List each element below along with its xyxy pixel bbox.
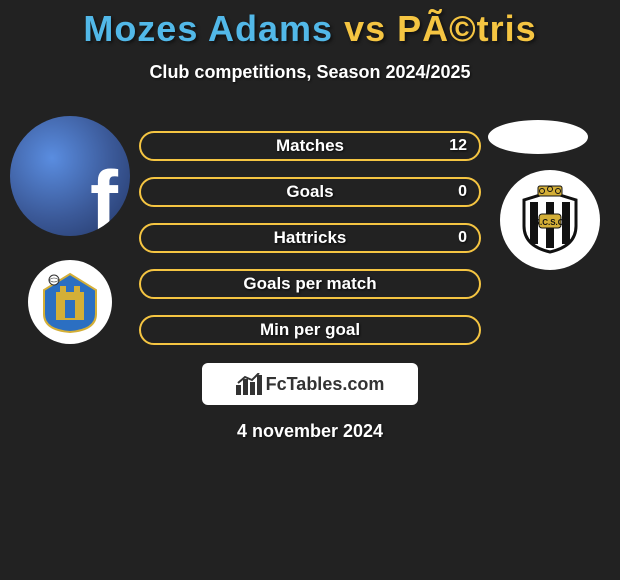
stat-row-matches: Matches 12 [139, 131, 481, 161]
stat-value-right: 0 [458, 183, 467, 201]
club-crest-right: R.C.S.C. [500, 170, 600, 270]
title-player1: Mozes Adams [83, 8, 333, 49]
subtitle: Club competitions, Season 2024/2025 [0, 62, 620, 83]
page-title: Mozes Adams vs PÃ©tris [0, 0, 620, 50]
rcsc-crest-icon: R.C.S.C. [514, 184, 586, 256]
svg-text:R.C.S.C.: R.C.S.C. [534, 218, 566, 227]
player2-placeholder-icon [488, 120, 588, 154]
stat-label: Goals per match [243, 274, 376, 294]
footer: FcTables.com 4 november 2024 [0, 363, 620, 442]
stat-label: Hattricks [274, 228, 347, 248]
title-player2: PÃ©tris [397, 8, 537, 49]
date-text: 4 november 2024 [237, 421, 383, 442]
stat-row-min-per-goal: Min per goal [139, 315, 481, 345]
stat-label: Goals [286, 182, 333, 202]
brand-name: FcTables.com [266, 374, 385, 395]
club-crest-left [28, 260, 112, 344]
stat-row-goals: Goals 0 [139, 177, 481, 207]
bars-icon [236, 373, 262, 395]
facebook-icon[interactable] [10, 116, 130, 236]
castle-crest-icon [38, 270, 102, 334]
brand-box[interactable]: FcTables.com [202, 363, 418, 405]
stat-value-right: 12 [449, 137, 467, 155]
stat-value-right: 0 [458, 229, 467, 247]
stat-label: Matches [276, 136, 344, 156]
title-vs: vs [333, 8, 397, 49]
stat-row-goals-per-match: Goals per match [139, 269, 481, 299]
stat-row-hattricks: Hattricks 0 [139, 223, 481, 253]
stat-label: Min per goal [260, 320, 360, 340]
